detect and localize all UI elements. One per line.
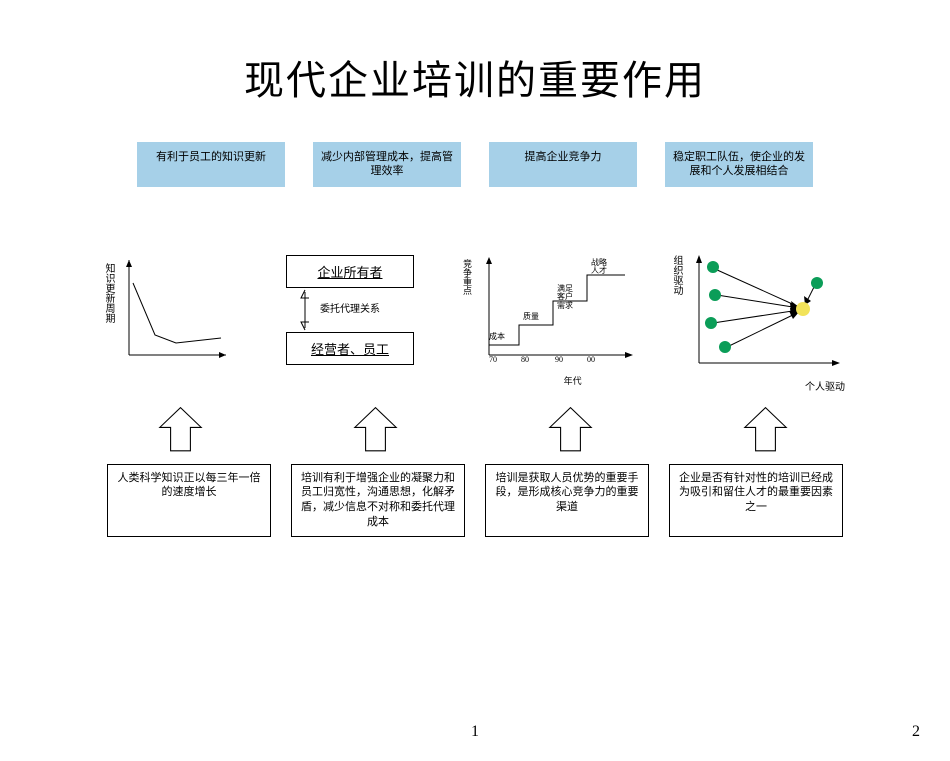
up-arrow-icon: [743, 405, 788, 457]
bottom-box-1: 培训有利于增强企业的凝聚力和员工归宽性，沟通思想，化解矛盾，减少信息不对称和委托…: [291, 464, 465, 537]
bottom-box-2: 培训是获取人员优势的重要手段，是形成核心竞争力的重要渠道: [485, 464, 649, 537]
up-arrow-icon: [158, 405, 203, 457]
blue-box-row: 有利于员工的知识更新 减少内部管理成本，提高管理效率 提高企业竞争力 稳定职工队…: [0, 142, 950, 187]
step-label-0: 成本: [489, 333, 505, 342]
org-top-box: 企业所有者: [286, 255, 414, 288]
org-panel: 企业所有者 委托代理关系 经营者、员工: [275, 255, 425, 385]
step-tick-0: 70: [489, 355, 497, 364]
step-label-1: 质量: [523, 313, 539, 322]
scatter-svg: [687, 255, 842, 375]
scatter-panel: 组织驱动 个人驱动: [675, 255, 845, 395]
bottom-row: 人类科学知识正以每三年一倍的速度增长 培训有利于增强企业的凝聚力和员工归宽性，沟…: [0, 464, 950, 537]
bottom-box-0: 人类科学知识正以每三年一倍的速度增长: [107, 464, 271, 537]
page-number-center: 1: [471, 723, 479, 741]
up-arrow-icon: [548, 405, 593, 457]
step-tick-1: 80: [521, 355, 529, 364]
scatter-xlabel: 个人驱动: [805, 378, 845, 393]
scatter-ylabel: 组织驱动: [669, 255, 684, 295]
line-chart-ylabel: 知识更新周期: [101, 263, 116, 323]
step-label-2: 满足 客户 需求: [557, 285, 573, 311]
mid-panels: 知识更新周期 企业所有者 委托代理关系 经营者、员工 竞争重点: [0, 255, 950, 395]
org-bottom-box: 经营者、员工: [286, 332, 414, 365]
line-chart-panel: 知识更新周期: [105, 255, 235, 375]
arrow-row: [0, 405, 950, 462]
step-tick-2: 90: [555, 355, 563, 364]
org-relation-label: 委托代理关系: [320, 300, 380, 315]
step-chart-xlabel: 年代: [564, 374, 582, 387]
page-number-right: 2: [912, 723, 920, 741]
page-title: 现代企业培训的重要作用: [0, 48, 950, 106]
blue-box-1: 减少内部管理成本，提高管理效率: [313, 142, 461, 187]
blue-box-2: 提高企业竞争力: [489, 142, 637, 187]
step-tick-3: 00: [587, 355, 595, 364]
step-chart-svg: [475, 255, 635, 367]
blue-box-0: 有利于员工的知识更新: [137, 142, 285, 187]
step-chart-ylabel: 竞争重点: [461, 259, 474, 295]
blue-box-3: 稳定职工队伍，使企业的发展和个人发展相结合: [665, 142, 813, 187]
line-chart-svg: [121, 255, 231, 365]
bottom-box-3: 企业是否有针对性的培训已经成为吸引和留住人才的最重要因素之一: [669, 464, 843, 537]
up-arrow-icon: [353, 405, 398, 457]
step-label-3: 战略 人才: [591, 259, 607, 277]
step-chart-panel: 竞争重点 70 80 90 00 年代 成本 质量 满足 客户 需求 战略 人才: [465, 255, 635, 385]
double-arrow-icon: [295, 288, 315, 332]
